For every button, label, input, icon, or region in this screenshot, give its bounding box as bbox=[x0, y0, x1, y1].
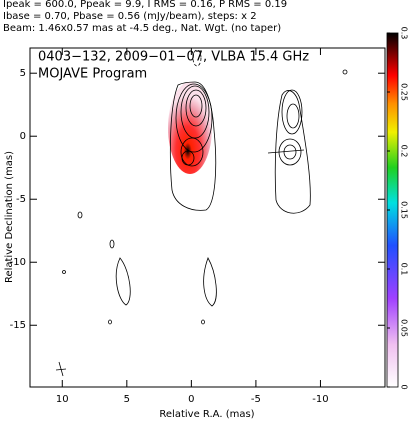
y-tick-label: 5 bbox=[20, 68, 26, 79]
x-tick-label: -10 bbox=[312, 394, 328, 405]
x-tick-label: -5 bbox=[251, 394, 261, 405]
colorbar-tick-label: 0.25 bbox=[400, 83, 409, 101]
contours bbox=[55, 49, 348, 377]
plot-frame bbox=[29, 47, 386, 388]
x-tick-label: 0 bbox=[188, 394, 194, 405]
y-tick-label: -15 bbox=[10, 320, 26, 331]
annotation: MOJAVE Program bbox=[38, 67, 147, 82]
colorbar-tick-label: 0.2 bbox=[400, 145, 409, 158]
colorbar-tick-label: 0 bbox=[400, 384, 409, 389]
header-line: Beam: 1.46x0.57 mas at -4.5 deg., Nat. W… bbox=[3, 23, 281, 34]
header-line: Ibase = 0.70, Pbase = 0.56 (mJy/beam), s… bbox=[3, 11, 257, 22]
y-tick-label: 0 bbox=[20, 131, 26, 142]
x-axis-label: Relative R.A. (mas) bbox=[159, 409, 254, 420]
y-axis-label: Relative Declination (mas) bbox=[4, 151, 15, 283]
header-line: Ipeak = 600.0, Ppeak = 9.9, I RMS = 0.16… bbox=[3, 0, 287, 10]
colorbar-tick-label: 0.15 bbox=[400, 201, 409, 219]
y-tick-label: -10 bbox=[10, 257, 26, 268]
colorbar-tick-label: 0.1 bbox=[400, 263, 409, 276]
colorbar-tick-label: 0.3 bbox=[400, 27, 409, 40]
y-tick-label: -5 bbox=[16, 194, 26, 205]
colorbar-tick-label: 0.05 bbox=[400, 319, 409, 337]
annotation: 0403−132, 2009−01−07, VLBA 15.4 GHz bbox=[38, 50, 309, 65]
x-tick-label: 5 bbox=[124, 394, 130, 405]
x-tick-label: 10 bbox=[56, 394, 69, 405]
